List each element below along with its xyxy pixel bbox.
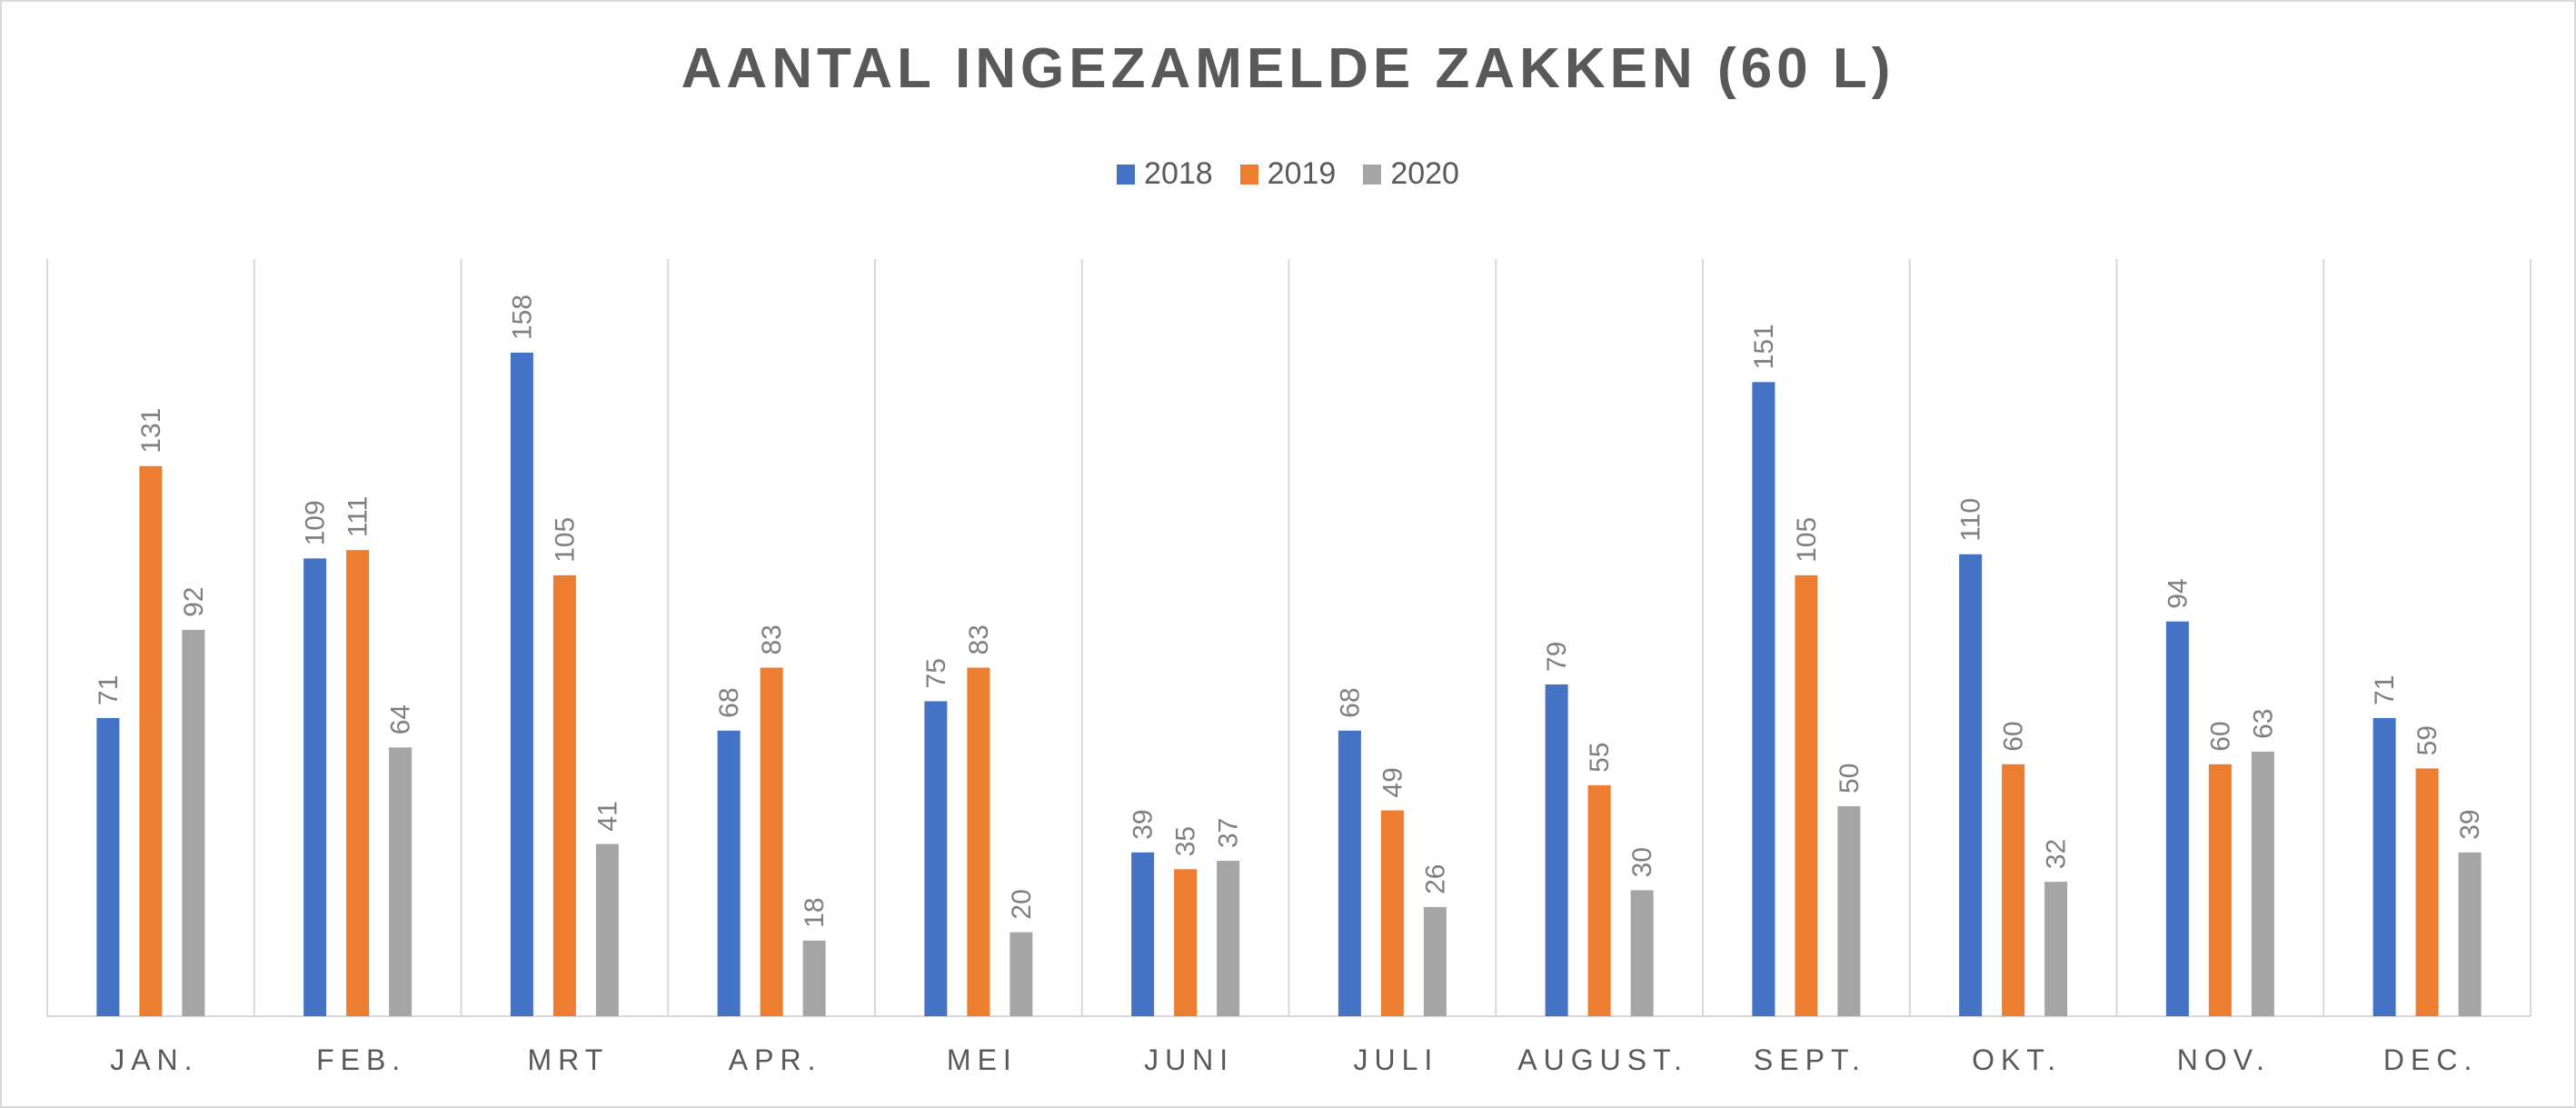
legend-item-1[interactable]: 2019 <box>1239 156 1337 192</box>
x-tick-label: MEI <box>947 1043 1018 1076</box>
bar-2019-10[interactable] <box>2208 764 2232 1016</box>
bar-2019-7[interactable] <box>1587 784 1611 1016</box>
legend-swatch-0 <box>1117 164 1136 185</box>
bar-2018-11[interactable] <box>2372 717 2396 1016</box>
bar-2018-4[interactable] <box>924 701 948 1016</box>
bar-2020-2[interactable] <box>595 843 619 1016</box>
data-label: 68 <box>714 687 744 717</box>
bar-2018-7[interactable] <box>1545 684 1568 1016</box>
data-label: 92 <box>179 587 209 617</box>
x-tick-label: NOV. <box>2177 1043 2271 1076</box>
data-label: 68 <box>1335 687 1365 717</box>
x-tick-label: MRT <box>528 1043 610 1076</box>
bar-2020-10[interactable] <box>2251 751 2274 1016</box>
bar-2018-2[interactable] <box>510 353 533 1016</box>
data-label: 35 <box>1171 826 1201 856</box>
bar-2020-7[interactable] <box>1630 890 1654 1016</box>
bar-2018-5[interactable] <box>1131 852 1155 1016</box>
x-tick-label: SEPT. <box>1754 1043 1866 1076</box>
data-label: 37 <box>1214 818 1244 848</box>
data-label: 151 <box>1749 324 1779 369</box>
data-label: 30 <box>1627 847 1657 877</box>
data-label: 39 <box>2455 809 2485 839</box>
data-label: 63 <box>2248 709 2278 739</box>
data-label: 105 <box>1792 517 1822 563</box>
chart-legend: 2018 2019 2020 <box>0 156 2576 192</box>
x-tick-label: JAN. <box>110 1043 198 1076</box>
bar-2018-3[interactable] <box>717 730 741 1016</box>
bar-2019-1[interactable] <box>346 550 370 1016</box>
data-label: 49 <box>1378 767 1407 797</box>
bar-2020-5[interactable] <box>1217 861 1240 1016</box>
bar-2019-4[interactable] <box>967 667 990 1016</box>
chart-title: AANTAL INGEZAMELDE ZAKKEN (60 L) <box>681 37 1895 100</box>
data-label: 60 <box>1999 721 2029 751</box>
bar-2019-2[interactable] <box>552 574 576 1016</box>
x-tick-label: JUNI <box>1144 1043 1234 1076</box>
legend-swatch-2 <box>1363 164 1382 185</box>
data-label: 105 <box>550 517 580 563</box>
bar-2019-3[interactable] <box>760 667 783 1016</box>
data-label: 94 <box>2163 578 2193 608</box>
bar-2019-8[interactable] <box>1795 574 1818 1016</box>
bar-2018-10[interactable] <box>2165 621 2189 1016</box>
data-label: 71 <box>94 675 124 705</box>
data-label: 18 <box>800 897 830 927</box>
legend-item-0[interactable]: 2018 <box>1117 156 1213 192</box>
data-label: 50 <box>1835 764 1865 794</box>
bar-2018-6[interactable] <box>1338 730 1361 1016</box>
data-label: 32 <box>2042 839 2072 869</box>
legend-item-2[interactable]: 2020 <box>1363 156 1459 192</box>
bar-2020-6[interactable] <box>1423 906 1447 1016</box>
data-label: 158 <box>507 294 537 340</box>
data-label: 83 <box>964 624 994 654</box>
x-tick-label: JULI <box>1353 1043 1438 1076</box>
x-tick-label: APR. <box>729 1043 822 1076</box>
x-tick-label: DEC. <box>2383 1043 2478 1076</box>
data-label: 71 <box>2370 675 2400 705</box>
legend-label-2: 2020 <box>1390 156 1459 191</box>
x-tick-label: OKT. <box>1972 1043 2062 1076</box>
data-label: 20 <box>1007 889 1037 919</box>
legend-label-1: 2019 <box>1267 156 1337 191</box>
data-label: 41 <box>592 801 622 831</box>
data-label: 131 <box>136 408 166 454</box>
data-label: 109 <box>301 500 331 545</box>
bar-2020-11[interactable] <box>2458 852 2482 1016</box>
bar-2019-11[interactable] <box>2415 768 2439 1016</box>
legend-swatch-1 <box>1239 164 1258 185</box>
x-tick-label: AUGUST. <box>1517 1043 1688 1076</box>
data-label: 39 <box>1129 809 1159 839</box>
bar-2018-9[interactable] <box>1959 554 1983 1016</box>
bar-2018-0[interactable] <box>96 717 120 1016</box>
data-label: 26 <box>1420 863 1450 893</box>
legend-label-0: 2018 <box>1144 156 1213 191</box>
data-label: 60 <box>2205 721 2235 751</box>
bar-2020-8[interactable] <box>1837 805 1861 1016</box>
bar-2018-8[interactable] <box>1752 382 1775 1016</box>
bar-2019-9[interactable] <box>2002 764 2025 1016</box>
bar-2020-9[interactable] <box>2044 882 2068 1016</box>
bar-2020-4[interactable] <box>1010 932 1033 1016</box>
data-label: 75 <box>921 658 951 688</box>
bar-2020-0[interactable] <box>182 629 205 1016</box>
x-tick-label: FEB. <box>316 1043 406 1076</box>
data-label: 111 <box>343 496 373 538</box>
bar-2019-0[interactable] <box>139 465 163 1016</box>
data-label: 55 <box>1585 743 1615 773</box>
data-label: 110 <box>1956 498 1986 542</box>
bar-2018-1[interactable] <box>303 558 327 1016</box>
bar-2019-6[interactable] <box>1380 810 1404 1016</box>
bar-2020-1[interactable] <box>389 747 413 1016</box>
data-label: 64 <box>386 704 416 734</box>
bar-2020-3[interactable] <box>802 940 826 1016</box>
bar-2019-5[interactable] <box>1174 869 1198 1016</box>
data-label: 83 <box>757 624 787 654</box>
data-label: 59 <box>2412 725 2442 755</box>
data-label: 79 <box>1542 642 1572 672</box>
